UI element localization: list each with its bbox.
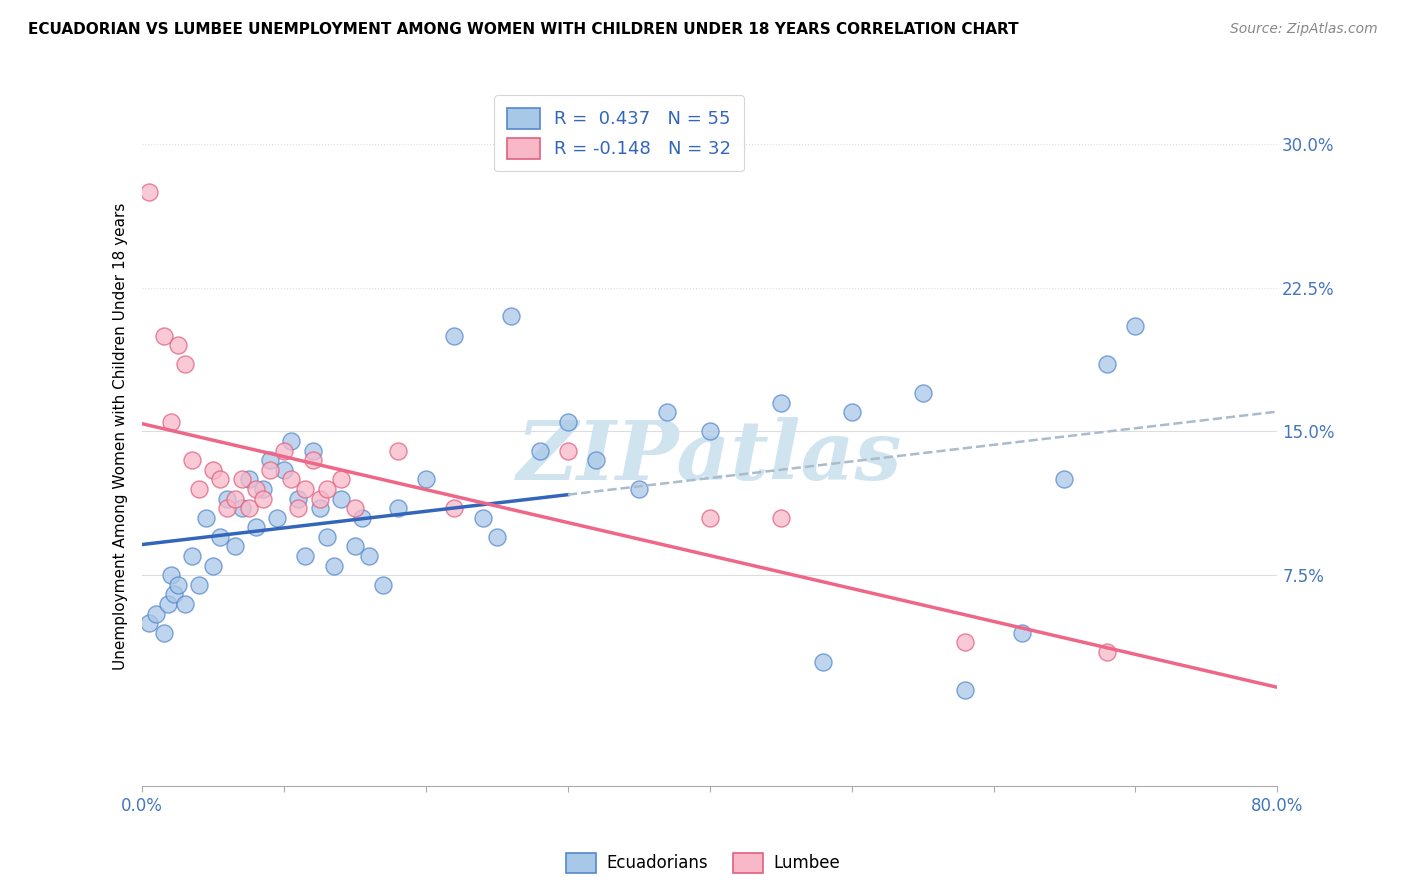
Point: [443, 328, 465, 343]
Point: [152, 625, 174, 640]
Point: [266, 510, 288, 524]
Point: [287, 491, 309, 506]
Point: [953, 683, 976, 698]
Point: [159, 568, 181, 582]
Point: [813, 655, 835, 669]
Point: [387, 443, 409, 458]
Point: [280, 472, 302, 486]
Text: ECUADORIAN VS LUMBEE UNEMPLOYMENT AMONG WOMEN WITH CHILDREN UNDER 18 YEARS CORRE: ECUADORIAN VS LUMBEE UNEMPLOYMENT AMONG …: [28, 22, 1019, 37]
Point: [224, 540, 246, 554]
Point: [627, 482, 650, 496]
Text: ZIPatlas: ZIPatlas: [517, 417, 903, 497]
Point: [159, 415, 181, 429]
Point: [557, 443, 579, 458]
Point: [138, 616, 160, 631]
Legend: Ecuadorians, Lumbee: Ecuadorians, Lumbee: [560, 847, 846, 880]
Legend: R =  0.437   N = 55, R = -0.148   N = 32: R = 0.437 N = 55, R = -0.148 N = 32: [495, 95, 744, 171]
Point: [294, 549, 316, 563]
Point: [231, 472, 253, 486]
Point: [145, 607, 167, 621]
Point: [315, 482, 337, 496]
Point: [308, 491, 330, 506]
Point: [294, 482, 316, 496]
Point: [166, 578, 188, 592]
Point: [415, 472, 437, 486]
Point: [359, 549, 381, 563]
Point: [231, 501, 253, 516]
Point: [1095, 357, 1118, 371]
Point: [699, 425, 721, 439]
Point: [911, 386, 934, 401]
Point: [156, 597, 179, 611]
Point: [287, 501, 309, 516]
Point: [657, 405, 679, 419]
Point: [188, 482, 211, 496]
Point: [181, 453, 204, 467]
Point: [301, 443, 323, 458]
Point: [529, 443, 551, 458]
Point: [173, 597, 195, 611]
Point: [202, 558, 225, 573]
Point: [953, 635, 976, 649]
Point: [1095, 645, 1118, 659]
Point: [245, 520, 267, 534]
Y-axis label: Unemployment Among Women with Children Under 18 years: Unemployment Among Women with Children U…: [114, 202, 128, 670]
Point: [352, 510, 374, 524]
Point: [224, 491, 246, 506]
Point: [217, 501, 239, 516]
Point: [841, 405, 863, 419]
Point: [252, 491, 274, 506]
Point: [344, 540, 367, 554]
Point: [173, 357, 195, 371]
Point: [238, 501, 260, 516]
Point: [209, 472, 232, 486]
Point: [585, 453, 607, 467]
Point: [273, 463, 295, 477]
Point: [162, 587, 184, 601]
Point: [245, 482, 267, 496]
Point: [181, 549, 204, 563]
Point: [188, 578, 211, 592]
Point: [329, 472, 352, 486]
Point: [166, 338, 188, 352]
Point: [209, 530, 232, 544]
Point: [387, 501, 409, 516]
Point: [315, 530, 337, 544]
Point: [769, 510, 792, 524]
Point: [308, 501, 330, 516]
Point: [699, 510, 721, 524]
Point: [152, 328, 174, 343]
Point: [217, 491, 239, 506]
Point: [280, 434, 302, 448]
Point: [1011, 625, 1033, 640]
Point: [485, 530, 508, 544]
Point: [252, 482, 274, 496]
Point: [1125, 318, 1147, 333]
Text: Source: ZipAtlas.com: Source: ZipAtlas.com: [1230, 22, 1378, 37]
Point: [138, 185, 160, 199]
Point: [501, 310, 523, 324]
Point: [373, 578, 395, 592]
Point: [557, 415, 579, 429]
Point: [1053, 472, 1076, 486]
Point: [322, 558, 344, 573]
Point: [273, 443, 295, 458]
Point: [471, 510, 494, 524]
Point: [202, 463, 225, 477]
Point: [259, 453, 281, 467]
Point: [301, 453, 323, 467]
Point: [329, 491, 352, 506]
Point: [238, 472, 260, 486]
Point: [259, 463, 281, 477]
Point: [195, 510, 218, 524]
Point: [344, 501, 367, 516]
Point: [769, 395, 792, 409]
Point: [443, 501, 465, 516]
